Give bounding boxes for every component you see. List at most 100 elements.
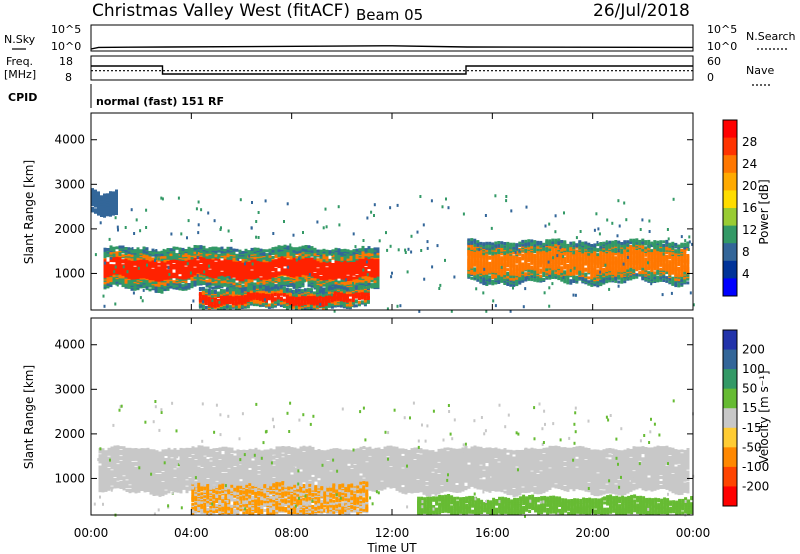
power-cell <box>184 286 188 290</box>
power-cell <box>187 283 191 286</box>
power-cell <box>238 287 242 291</box>
power-cell <box>343 271 347 275</box>
power-cell <box>349 280 353 284</box>
power-cell <box>181 247 185 251</box>
power-cell <box>112 264 116 268</box>
power-cell <box>298 246 302 250</box>
power-cell <box>370 271 374 275</box>
power-cell <box>361 245 365 249</box>
power-cell <box>304 245 308 248</box>
power-cell <box>172 280 176 284</box>
power-cell <box>521 239 525 243</box>
power-cell <box>226 270 230 274</box>
power-cell <box>322 248 326 252</box>
nsky-label: N.Sky <box>4 33 36 46</box>
power-cell <box>497 241 501 244</box>
power-cell <box>313 256 317 260</box>
power-cell <box>608 240 612 244</box>
power-cell <box>181 260 185 264</box>
nsearch-tick-bottom: 10^0 <box>707 40 737 53</box>
power-cell <box>638 239 642 243</box>
power-cell <box>231 288 235 292</box>
power-cell <box>118 279 122 283</box>
power-cell <box>238 260 242 264</box>
power-cell <box>145 270 149 274</box>
power-cell <box>262 264 266 268</box>
power-cell <box>190 281 194 285</box>
freq-series-line <box>91 65 693 75</box>
power-cell <box>250 259 254 263</box>
power-cell <box>154 257 158 261</box>
power-cell <box>127 274 131 278</box>
power-cell <box>226 275 230 279</box>
power-cell <box>163 270 167 274</box>
power-cell <box>232 282 236 286</box>
power-cell <box>190 269 194 272</box>
power-cell <box>157 286 161 290</box>
power-cell <box>491 259 495 263</box>
power-cell <box>205 283 209 287</box>
freq-tick-top: 18 <box>59 55 73 68</box>
power-cell <box>307 245 311 249</box>
power-cell <box>563 240 567 244</box>
power-cell <box>292 247 296 251</box>
power-cell <box>599 242 603 245</box>
power-cell <box>160 260 164 264</box>
power-cell <box>482 277 486 281</box>
power-cell <box>270 286 274 290</box>
power-cell <box>355 278 359 282</box>
power-cell <box>470 269 474 273</box>
power-cell <box>349 256 353 260</box>
power-cell <box>331 263 335 266</box>
power-cell <box>337 256 341 260</box>
power-cell <box>213 289 217 293</box>
power-cell <box>503 247 507 250</box>
power-cell <box>190 247 194 251</box>
power-cell <box>103 251 107 255</box>
power-cell <box>470 246 474 250</box>
power-cell <box>316 268 320 272</box>
power-cell <box>163 249 167 253</box>
power-cell <box>202 277 206 280</box>
power-cell <box>214 261 218 265</box>
power-cell <box>671 241 675 245</box>
power-cell <box>169 266 173 270</box>
power-cell <box>142 269 146 272</box>
power-cell <box>316 286 320 290</box>
power-cell <box>157 266 161 270</box>
power-cell <box>280 245 284 249</box>
power-cell <box>262 284 266 288</box>
power-cell <box>268 278 272 282</box>
power-cell <box>343 285 347 288</box>
power-cell <box>361 270 365 274</box>
power-cell <box>115 263 119 267</box>
power-cell <box>292 253 296 257</box>
power-cell <box>355 274 359 278</box>
power-cell <box>282 286 286 290</box>
power-cell <box>220 260 224 264</box>
power-cell <box>303 288 307 292</box>
power-cell <box>292 272 296 276</box>
power-cell <box>506 260 510 264</box>
power-cell <box>223 258 227 262</box>
freq-label: Freq. <box>6 55 33 68</box>
power-cell <box>506 281 510 285</box>
power-cell <box>115 251 119 255</box>
power-cell <box>169 274 173 278</box>
power-cell <box>175 246 179 250</box>
power-cell <box>232 278 236 282</box>
power-cell <box>292 274 296 278</box>
power-cell <box>584 241 588 245</box>
power-cell <box>358 274 362 278</box>
power-cell <box>334 271 338 275</box>
power-cell <box>139 267 143 271</box>
power-cell <box>494 244 498 247</box>
power-cell <box>331 266 335 270</box>
power-cell <box>512 242 516 246</box>
power-cell <box>277 248 281 252</box>
power-cell <box>316 249 320 253</box>
power-cell <box>255 285 259 289</box>
power-cell <box>488 275 492 279</box>
power-cell <box>301 245 305 249</box>
power-cell <box>587 276 591 280</box>
